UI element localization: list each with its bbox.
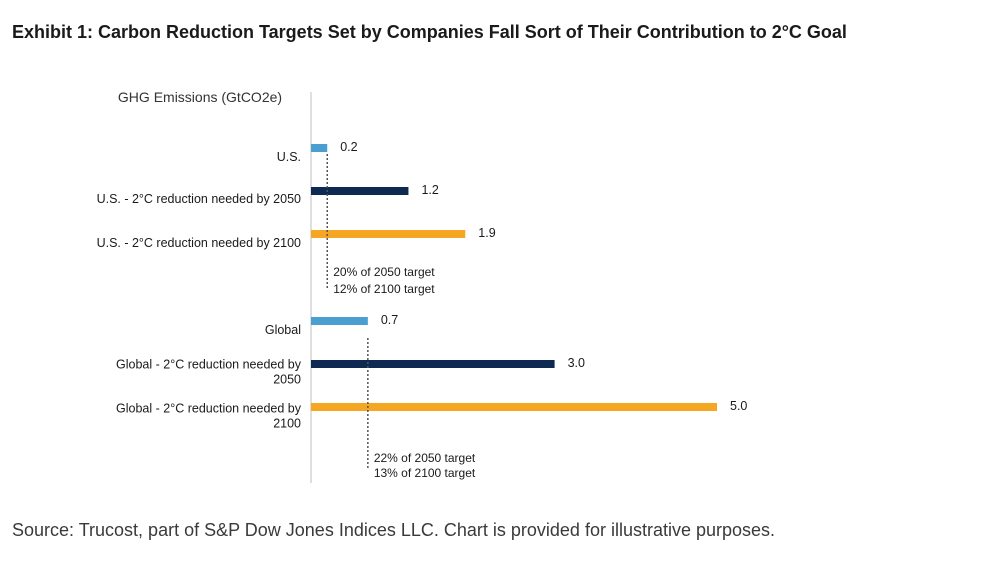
data-label: 0.7 — [381, 313, 398, 327]
annotation-text: 12% of 2100 target — [333, 282, 435, 296]
category-label: 2100 — [273, 417, 301, 431]
bar — [311, 403, 717, 411]
bar — [311, 360, 555, 368]
annotation-text: 22% of 2050 target — [374, 451, 476, 465]
category-label: Global - 2°C reduction needed by — [116, 402, 302, 416]
data-label: 1.2 — [421, 183, 438, 197]
annotation-text: 20% of 2050 target — [333, 265, 435, 279]
category-label: Global — [265, 323, 301, 337]
annotation-text: 13% of 2100 target — [374, 466, 476, 480]
category-label: U.S. - 2°C reduction needed by 2050 — [97, 192, 301, 206]
data-label: 5.0 — [730, 399, 747, 413]
bar-chart: GHG Emissions (GtCO2e) 0.2 U.S. 1.2 U.S. - … — [0, 0, 998, 567]
data-label: 0.2 — [340, 140, 357, 154]
category-label: U.S. — [277, 150, 301, 164]
bar — [311, 187, 408, 195]
y-axis-label: GHG Emissions (GtCO2e) — [118, 89, 282, 105]
data-label: 3.0 — [568, 356, 585, 370]
bars-layer: 0.2 U.S. 1.2 U.S. - 2°C reduction needed by… — [97, 140, 748, 480]
category-label: U.S. - 2°C reduction needed by 2100 — [97, 236, 301, 250]
bar — [311, 317, 368, 325]
source-note: Source: Trucost, part of S&P Dow Jones I… — [12, 520, 775, 541]
bar — [311, 230, 465, 238]
category-label: 2050 — [273, 373, 301, 387]
bar — [311, 144, 327, 152]
data-label: 1.9 — [478, 226, 495, 240]
category-label: Global - 2°C reduction needed by — [116, 358, 302, 372]
